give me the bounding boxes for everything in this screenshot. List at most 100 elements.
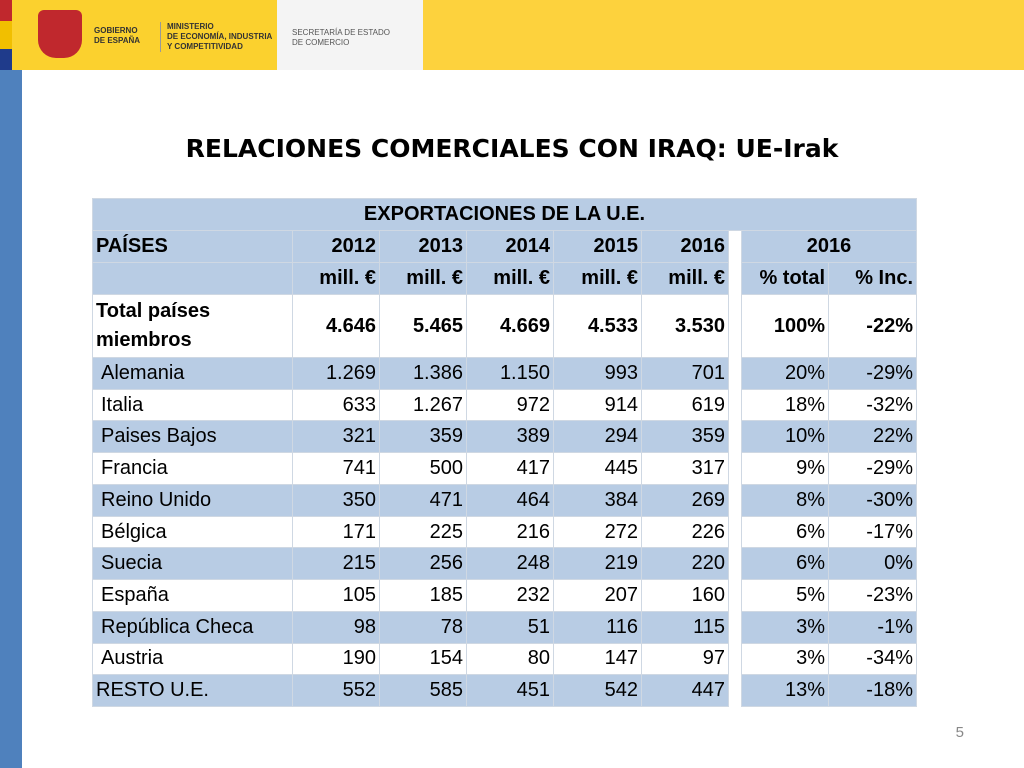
value-cell: 359	[379, 420, 467, 454]
value-cell: 256	[379, 547, 467, 581]
value-cell: 914	[553, 388, 642, 422]
logo-line: Y COMPETITIVIDAD	[167, 42, 243, 51]
unit-header: mill. €	[641, 262, 729, 295]
title: RELACIONES COMERCIALES CON IRAQ: UE-Irak	[185, 134, 839, 163]
flag-strip	[0, 0, 12, 70]
value-cell: 701	[641, 357, 729, 390]
col-header: 2012	[292, 230, 380, 263]
logo-line: SECRETARÍA DE ESTADO	[292, 28, 390, 37]
value-cell: -30%	[828, 483, 917, 517]
value-cell: 464	[466, 483, 554, 517]
row-label: Paises Bajos	[92, 420, 293, 454]
value-cell: 5.465	[379, 294, 467, 358]
value-cell: 451	[466, 674, 554, 708]
value-cell: -32%	[828, 388, 917, 422]
logo-line: MINISTERIO	[167, 22, 214, 31]
value-cell: 384	[553, 483, 642, 517]
value-cell: 1.386	[379, 357, 467, 390]
value-cell: -18%	[828, 674, 917, 708]
blank-cell	[92, 262, 293, 295]
value-cell: 100%	[741, 294, 829, 358]
value-cell: 741	[292, 452, 380, 485]
row-label: Alemania	[92, 357, 293, 390]
value-cell: 585	[379, 674, 467, 708]
unit-header: % total	[741, 262, 829, 295]
value-cell: 317	[641, 452, 729, 485]
ministerio-logo: MINISTERIO DE ECONOMÍA, INDUSTRIA Y COMPET…	[160, 22, 272, 52]
value-cell: 18%	[741, 388, 829, 422]
side-bar	[0, 70, 22, 768]
value-cell: 13%	[741, 674, 829, 708]
value-cell: 633	[292, 388, 380, 422]
value-cell: 147	[553, 642, 642, 676]
gap	[728, 547, 742, 580]
col-header: 2016	[741, 230, 917, 263]
value-cell: -29%	[828, 357, 917, 390]
value-cell: 0%	[828, 547, 917, 581]
value-cell: 542	[553, 674, 642, 708]
value-cell: 10%	[741, 420, 829, 454]
col-header: PAÍSES	[92, 230, 293, 263]
value-cell: 160	[641, 579, 729, 612]
value-cell: -22%	[828, 294, 917, 358]
row-label: Italia	[92, 388, 293, 422]
unit-header: mill. €	[466, 262, 554, 295]
value-cell: 552	[292, 674, 380, 708]
col-header: 2013	[379, 230, 467, 263]
gap	[728, 357, 742, 390]
value-cell: 389	[466, 420, 554, 454]
value-cell: 105	[292, 579, 380, 612]
value-cell: 5%	[741, 579, 829, 612]
value-cell: 97	[641, 642, 729, 676]
col-header: 2016	[641, 230, 729, 263]
value-cell: 3.530	[641, 294, 729, 358]
value-cell: 8%	[741, 483, 829, 517]
value-cell: 154	[379, 642, 467, 676]
value-cell: 115	[641, 610, 729, 644]
value-cell: 471	[379, 483, 467, 517]
value-cell: 993	[553, 357, 642, 390]
value-cell: 232	[466, 579, 554, 612]
gap	[728, 516, 742, 549]
gap	[728, 674, 742, 707]
unit-header: mill. €	[292, 262, 380, 295]
row-label: Total países miembros	[92, 294, 293, 358]
row-label: Reino Unido	[92, 483, 293, 517]
row-label: España	[92, 579, 293, 612]
unit-header: % Inc.	[828, 262, 917, 295]
logo-line: DE COMERCIO	[292, 38, 350, 47]
header-yellow-right	[423, 0, 1024, 70]
gobierno-logo: GOBIERNO DE ESPAÑA	[94, 26, 140, 46]
value-cell: 3%	[741, 642, 829, 676]
value-cell: 80	[466, 642, 554, 676]
value-cell: -34%	[828, 642, 917, 676]
gap	[728, 452, 742, 485]
value-cell: 1.269	[292, 357, 380, 390]
row-label: Bélgica	[92, 515, 293, 549]
value-cell: 272	[553, 515, 642, 549]
value-cell: 3%	[741, 610, 829, 644]
value-cell: 321	[292, 420, 380, 454]
gap	[728, 579, 742, 612]
value-cell: 190	[292, 642, 380, 676]
col-header: 2014	[466, 230, 554, 263]
value-cell: -23%	[828, 579, 917, 612]
value-cell: 9%	[741, 452, 829, 485]
caption: EXPORTACIONES DE LA U.E.	[92, 198, 917, 231]
page-number: 5	[955, 724, 964, 741]
value-cell: 445	[553, 452, 642, 485]
gap	[728, 420, 742, 453]
value-cell: 219	[553, 547, 642, 581]
value-cell: 4.669	[466, 294, 554, 358]
value-cell: 4.533	[553, 294, 642, 358]
value-cell: 294	[553, 420, 642, 454]
value-cell: 20%	[741, 357, 829, 390]
value-cell: 359	[641, 420, 729, 454]
value-cell: 1.150	[466, 357, 554, 390]
value-cell: 248	[466, 547, 554, 581]
value-cell: 4.646	[292, 294, 380, 358]
value-cell: 6%	[741, 547, 829, 581]
gap	[728, 294, 742, 358]
value-cell: 619	[641, 388, 729, 422]
